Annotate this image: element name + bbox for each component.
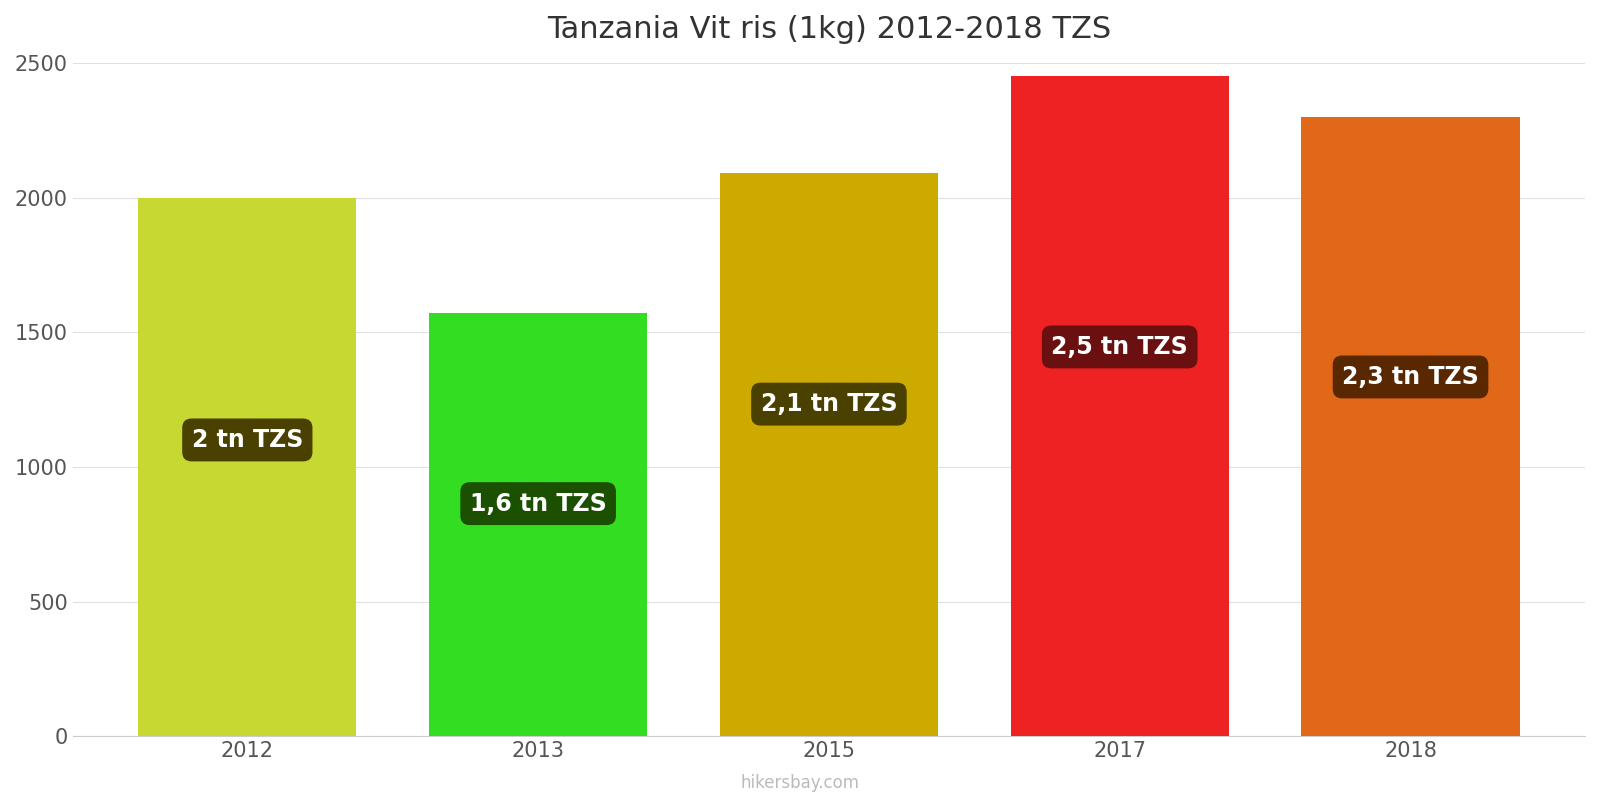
Bar — [720, 174, 938, 736]
Text: 2,3 tn TZS: 2,3 tn TZS — [1342, 365, 1478, 389]
Text: 2,1 tn TZS: 2,1 tn TZS — [760, 392, 898, 416]
Bar — [1301, 117, 1520, 736]
Title: Tanzania Vit ris (1kg) 2012-2018 TZS: Tanzania Vit ris (1kg) 2012-2018 TZS — [547, 15, 1110, 44]
Bar — [429, 314, 646, 736]
Text: 2 tn TZS: 2 tn TZS — [192, 428, 302, 452]
Text: hikersbay.com: hikersbay.com — [741, 774, 859, 792]
Bar — [1011, 77, 1229, 736]
Text: 1,6 tn TZS: 1,6 tn TZS — [470, 492, 606, 516]
Text: 2,5 tn TZS: 2,5 tn TZS — [1051, 335, 1189, 359]
Bar — [138, 198, 357, 736]
